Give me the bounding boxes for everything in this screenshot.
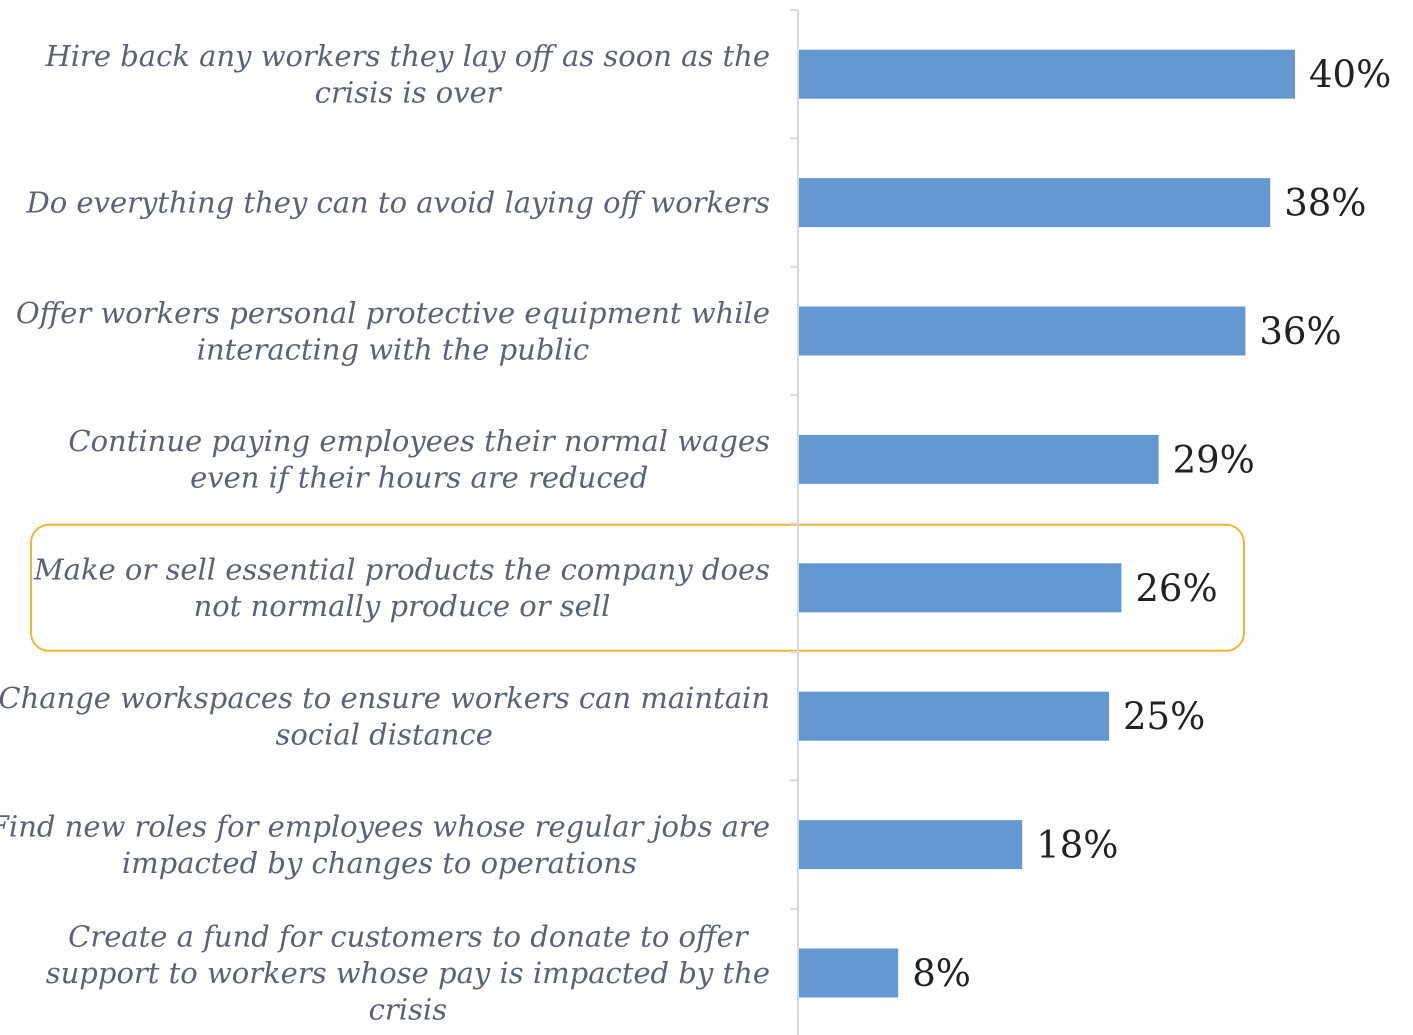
bar	[799, 691, 1109, 741]
category-label-line: Find new roles for employees whose regul…	[0, 809, 770, 843]
category-label-line: Change workspaces to ensure workers can …	[0, 681, 770, 715]
value-label: 29%	[1173, 438, 1255, 481]
category-label: Make or sell essential products the comp…	[33, 553, 770, 624]
category-label-line: Make or sell essential products the comp…	[33, 553, 770, 587]
category-label: Offer workers personal protective equipm…	[16, 296, 770, 367]
category-label-line: not normally produce or sell	[194, 589, 611, 623]
bar	[799, 948, 899, 998]
category-label-line: social distance	[275, 717, 492, 751]
value-label: 38%	[1284, 182, 1366, 225]
category-label: Change workspaces to ensure workers can …	[0, 681, 770, 752]
value-label: 8%	[912, 952, 971, 995]
value-label: 26%	[1135, 567, 1217, 610]
value-label: 36%	[1259, 310, 1341, 353]
bar	[799, 820, 1023, 870]
category-label-line: Do everything they can to avoid laying o…	[25, 186, 770, 220]
category-label-line: Hire back any workers they lay off as so…	[44, 39, 770, 73]
category-label-line: Create a fund for customers to donate to…	[68, 920, 750, 954]
category-label-line: crisis	[369, 993, 447, 1027]
value-label: 25%	[1123, 695, 1205, 738]
category-label: Hire back any workers they lay off as so…	[44, 39, 770, 110]
category-label: Find new roles for employees whose regul…	[0, 809, 770, 880]
category-label: Continue paying employees their normal w…	[68, 424, 770, 495]
category-label: Do everything they can to avoid laying o…	[25, 186, 770, 220]
value-label: 40%	[1309, 53, 1391, 96]
bar	[799, 306, 1246, 356]
bar	[799, 49, 1295, 99]
bar	[799, 563, 1122, 613]
value-label: 18%	[1036, 824, 1118, 867]
highlight-box	[30, 523, 1245, 652]
category-label-line: crisis is over	[315, 75, 503, 109]
bar	[799, 434, 1159, 484]
category-label-line: impacted by changes to operations	[122, 846, 637, 880]
category-label-line: support to workers whose pay is impacted…	[46, 956, 770, 990]
category-label: Create a fund for customers to donate to…	[46, 920, 770, 1027]
category-label-line: even if their hours are reduced	[190, 461, 648, 495]
category-label-line: interacting with the public	[197, 332, 590, 366]
bar	[799, 178, 1271, 228]
category-label-line: Continue paying employees their normal w…	[68, 424, 770, 458]
category-label-line: Offer workers personal protective equipm…	[16, 296, 770, 330]
